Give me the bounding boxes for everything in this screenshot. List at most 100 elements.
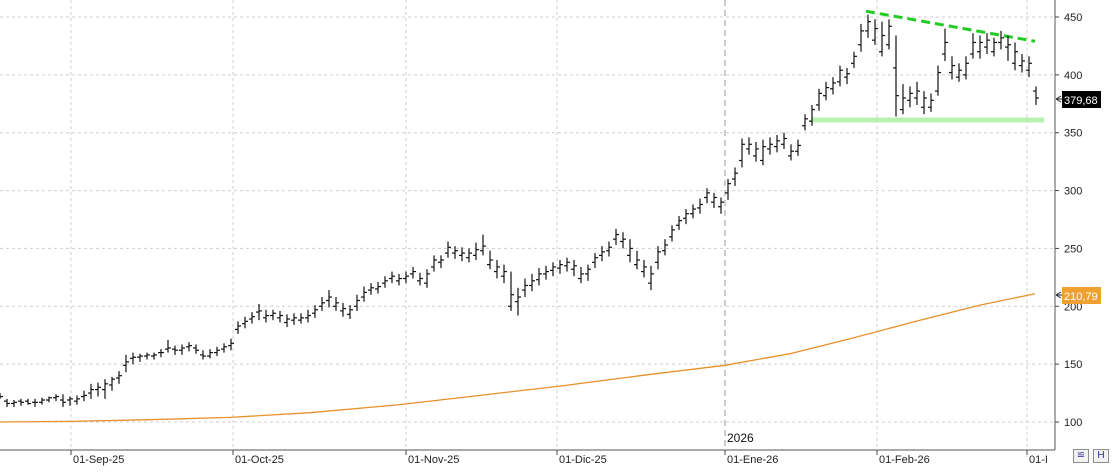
ohlc-bar (942, 28, 948, 61)
ohlc-bar (130, 352, 136, 365)
x-tick-label-3: 01-Dic-25 (559, 454, 607, 466)
ohlc-bar (809, 104, 815, 126)
ohlc-bar (501, 264, 507, 284)
y-tick-label-150: 150 (1064, 359, 1082, 371)
ohlc-bar (1005, 35, 1011, 61)
x-tick-label-2: 01-Nov-25 (408, 454, 459, 466)
ohlc-bar (67, 396, 73, 406)
ohlc-bar (158, 349, 164, 358)
ohlc-bar (907, 86, 913, 108)
y-tick-label-350: 350 (1064, 128, 1082, 140)
ohlc-bar (480, 234, 486, 256)
y-tick-label-250: 250 (1064, 243, 1082, 255)
ohlc-bar (39, 397, 45, 405)
ohlc-bar (221, 343, 227, 353)
ma-label-arrow-icon (1055, 291, 1062, 299)
ohlc-bar (1012, 42, 1018, 71)
ohlc-bar (634, 250, 640, 270)
ohlc-bar (529, 273, 535, 292)
ohlc-bar (410, 266, 416, 279)
ohlc-bar (858, 23, 864, 52)
moving-average-line (0, 293, 1036, 423)
ohlc-bar (452, 246, 458, 259)
ohlc-bar (830, 77, 836, 95)
ohlc-bar (81, 390, 87, 402)
ohlc-bar (900, 84, 906, 115)
ohlc-bar (515, 287, 521, 316)
ohlc-bar (536, 268, 542, 286)
ohlc-bar (865, 14, 871, 38)
ohlc-bar (109, 376, 115, 391)
y-tick-label-200: 200 (1064, 301, 1082, 313)
ohlc-bar (95, 382, 101, 397)
ohlc-bar (361, 286, 367, 302)
ohlc-bar (697, 198, 703, 214)
ohlc-bar (74, 395, 80, 405)
ohlc-bar (333, 297, 339, 311)
ohlc-bar (760, 139, 766, 166)
ohlc-bar (585, 264, 591, 281)
ohlc-bar (417, 272, 423, 286)
ohlc-bar (648, 265, 654, 291)
ohlc-bar (606, 241, 612, 257)
ohlc-bar (928, 93, 934, 112)
ohlc-bar (473, 242, 479, 260)
ohlc-bar (354, 294, 360, 311)
ohlc-bar (935, 65, 941, 96)
value-labels-layer: 379,68 210,79 2026 (727, 91, 1101, 445)
ohlc-bar (977, 35, 983, 59)
ohlc-bar (872, 19, 878, 45)
ohlc-bar (662, 239, 668, 256)
ohlc-bar (151, 352, 157, 360)
zoom-icon[interactable]: ≌ (1073, 449, 1089, 463)
ohlc-bar (256, 303, 262, 321)
ohlc-bar (739, 138, 745, 168)
ohlc-bar (1033, 86, 1039, 105)
ohlc-bar (613, 228, 619, 245)
x-tick-label-4: 01-Ene-26 (727, 454, 778, 466)
ohlc-bar (319, 297, 325, 311)
ohlc-bar (179, 344, 185, 355)
ohlc-bar (228, 338, 234, 351)
ohlc-bar (102, 379, 108, 399)
ohlc-bar (284, 314, 290, 328)
ohlc-bar (557, 260, 563, 274)
price-label-background (1062, 91, 1101, 108)
x-tick-label-6: 01-I (1029, 454, 1048, 466)
ohlc-bar (578, 266, 584, 284)
ohlc-bar (46, 396, 52, 403)
ohlc-bar (956, 63, 962, 82)
ohlc-bar (1019, 54, 1025, 73)
ohlc-bar (193, 344, 199, 354)
ohlc-bar (781, 132, 787, 149)
ohlc-bar (165, 339, 171, 353)
ohlc-bar (592, 253, 598, 269)
ohlc-bar (298, 313, 304, 324)
ohlc-bar (704, 188, 710, 204)
ohlc-bar (242, 316, 248, 329)
ohlc-bar (263, 309, 269, 323)
ohlc-bar (487, 250, 493, 270)
ohlc-bar (459, 247, 465, 262)
ohlc-bar (963, 56, 969, 80)
trend-lines-layer (812, 9, 1044, 123)
ohlc-bar (32, 398, 38, 407)
ohlc-bar (620, 232, 626, 249)
x-tick-label-1: 01-Oct-25 (235, 454, 284, 466)
hourly-view-icon[interactable]: H (1093, 449, 1109, 463)
ohlc-bar (823, 81, 829, 101)
ohlc-bar (60, 394, 66, 407)
y-tick-label-100: 100 (1064, 417, 1082, 429)
ohlc-bar (214, 346, 220, 357)
grid-layer (0, 0, 1055, 450)
ohlc-bar (172, 345, 178, 355)
ohlc-bar (886, 19, 892, 50)
ohlc-bar (669, 225, 675, 242)
ohlc-bar (431, 255, 437, 272)
ohlc-bar (746, 137, 752, 155)
ohlc-bar (1026, 56, 1032, 78)
ohlc-bar (879, 21, 885, 57)
ohlc-bar (851, 51, 857, 68)
price-label-text: 379,68 (1064, 95, 1098, 107)
